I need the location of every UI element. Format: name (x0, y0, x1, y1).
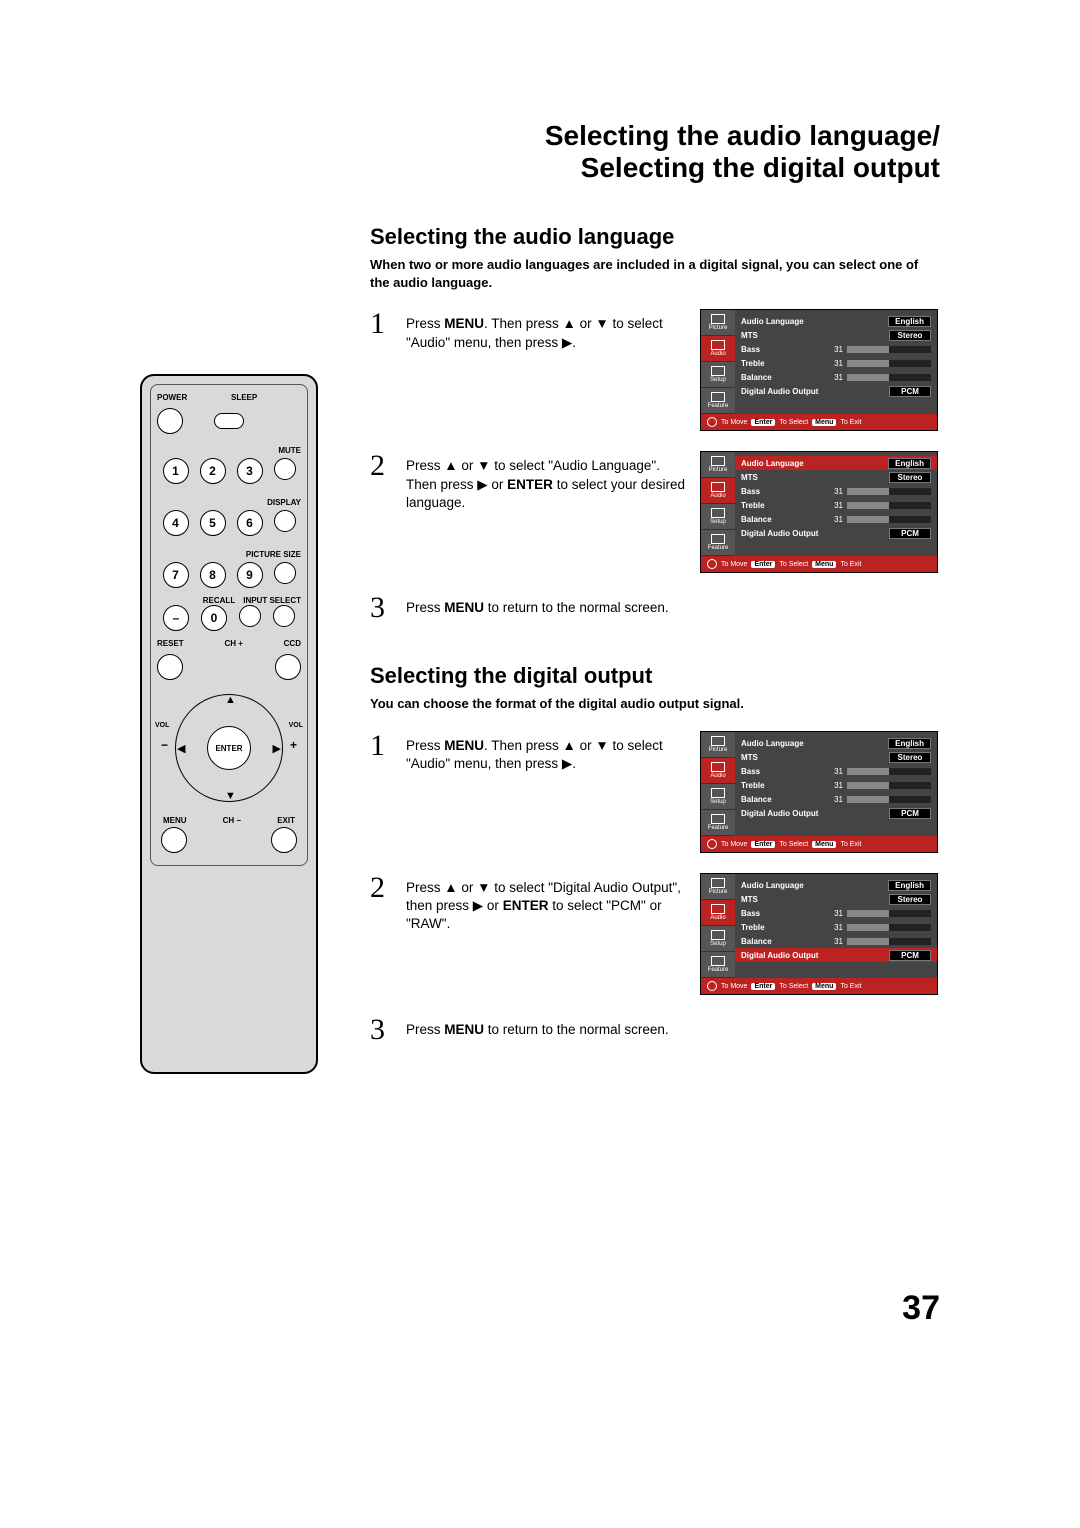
picsize-button[interactable] (274, 562, 296, 584)
down-arrow-icon[interactable]: ▼ (225, 790, 236, 802)
recall-label: RECALL (203, 596, 235, 605)
title-line1: Selecting the audio language/ (545, 120, 940, 151)
dpad[interactable]: VOL VOL − + ▲ ▼ ◀ ▶ ENTER (169, 688, 289, 808)
power-button[interactable] (157, 408, 183, 434)
display-label: DISPLAY (267, 498, 301, 507)
digit-8[interactable]: 8 (200, 562, 226, 588)
mute-button[interactable] (274, 458, 296, 480)
page-title: Selecting the audio language/ Selecting … (140, 120, 940, 184)
recall-button[interactable] (239, 605, 261, 627)
chp-label: CH + (224, 639, 242, 648)
power-label: POWER (157, 393, 187, 402)
t: to return to the normal screen. (484, 600, 669, 615)
t: MENU (444, 738, 484, 753)
digit-5[interactable]: 5 (200, 510, 226, 536)
step-number: 1 (370, 731, 392, 853)
left-arrow-icon[interactable]: ◀ (177, 742, 185, 755)
page-number: 37 (902, 1289, 940, 1328)
exit-button[interactable] (271, 827, 297, 853)
t: MENU (444, 1022, 484, 1037)
picsize-label: PICTURE SIZE (246, 550, 301, 559)
sleep-label: SLEEP (231, 393, 257, 402)
reset-button[interactable] (157, 654, 183, 680)
section2-subtitle: You can choose the format of the digital… (370, 695, 940, 713)
sleep-button[interactable] (214, 413, 244, 429)
digit-1[interactable]: 1 (163, 458, 189, 484)
ccd-button[interactable] (275, 654, 301, 680)
step-number: 2 (370, 873, 392, 995)
step-text: Press ▲ or ▼ to select "Digital Audio Ou… (406, 873, 686, 995)
display-button[interactable] (274, 510, 296, 532)
digit-3[interactable]: 3 (237, 458, 263, 484)
step-text: Press MENU. Then press ▲ or ▼ to select … (406, 731, 686, 853)
osd-screenshot: Picture Audio Setup Feature Audio Langua… (700, 309, 940, 431)
t: Press (406, 738, 444, 753)
digit-0[interactable]: 0 (201, 605, 227, 631)
plus-icon: + (290, 738, 297, 752)
digit-dash[interactable]: – (163, 605, 189, 631)
section2-title: Selecting the digital output (370, 663, 940, 689)
menu-button[interactable] (161, 827, 187, 853)
step-text: Press MENU to return to the normal scree… (406, 1015, 940, 1045)
menu-label: MENU (163, 816, 187, 825)
t: Press (406, 316, 444, 331)
section1-subtitle: When two or more audio languages are inc… (370, 256, 940, 291)
digit-2[interactable]: 2 (200, 458, 226, 484)
right-arrow-icon[interactable]: ▶ (273, 742, 281, 755)
up-arrow-icon[interactable]: ▲ (225, 694, 236, 706)
input-label: INPUT SELECT (243, 596, 301, 605)
digit-6[interactable]: 6 (237, 510, 263, 536)
exit-label: EXIT (277, 816, 295, 825)
osd-screenshot: Picture Audio Setup Feature Audio Langua… (700, 731, 940, 853)
t: ENTER (503, 898, 549, 913)
title-line2: Selecting the digital output (581, 152, 940, 183)
step-number: 3 (370, 593, 392, 623)
digit-7[interactable]: 7 (163, 562, 189, 588)
osd-screenshot: Picture Audio Setup Feature Audio Langua… (700, 873, 940, 995)
remote-control: POWER SLEEP MUTE 1 2 3 DISPLAY (140, 374, 318, 1074)
digit-4[interactable]: 4 (163, 510, 189, 536)
step-text: Press ▲ or ▼ to select "Audio Language".… (406, 451, 686, 573)
t: ENTER (507, 477, 553, 492)
digit-9[interactable]: 9 (237, 562, 263, 588)
step-text: Press MENU. Then press ▲ or ▼ to select … (406, 309, 686, 431)
section1-title: Selecting the audio language (370, 224, 940, 250)
chm-label: CH − (223, 816, 241, 825)
t: MENU (444, 316, 484, 331)
input-button[interactable] (273, 605, 295, 627)
t: to return to the normal screen. (484, 1022, 669, 1037)
step-number: 2 (370, 451, 392, 573)
step-number: 1 (370, 309, 392, 431)
t: Press (406, 1022, 444, 1037)
t: Press (406, 600, 444, 615)
mute-label: MUTE (278, 446, 301, 455)
vol-right-label: VOL (289, 722, 303, 729)
osd-screenshot: Picture Audio Setup Feature Audio Langua… (700, 451, 940, 573)
vol-left-label: VOL (155, 722, 169, 729)
minus-icon: − (161, 738, 168, 752)
step-text: Press MENU to return to the normal scree… (406, 593, 940, 623)
step-number: 3 (370, 1015, 392, 1045)
t: MENU (444, 600, 484, 615)
ccd-label: CCD (284, 639, 301, 648)
reset-label: RESET (157, 639, 184, 648)
